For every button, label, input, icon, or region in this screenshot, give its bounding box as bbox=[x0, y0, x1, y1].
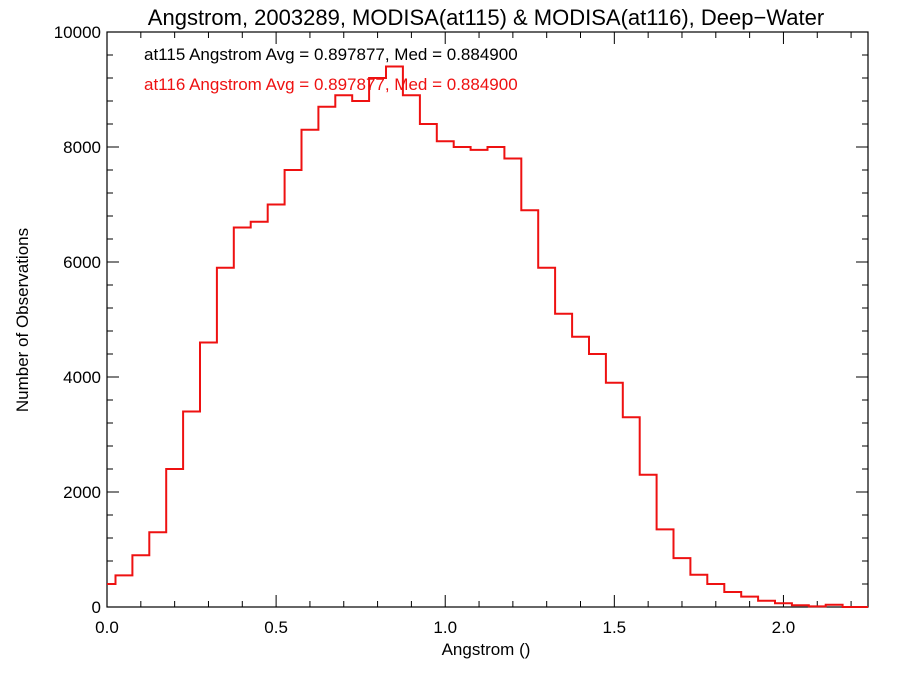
plot-frame bbox=[106, 31, 869, 608]
y-tick-label: 6000 bbox=[63, 253, 101, 272]
y-tick-label: 4000 bbox=[63, 368, 101, 387]
y-axis-label: Number of Observations bbox=[13, 228, 32, 412]
y-tick-label: 2000 bbox=[63, 483, 101, 502]
chart-title: Angstrom, 2003289, MODISA(at115) & MODIS… bbox=[148, 5, 824, 30]
x-axis: 0.0 0.5 1.0 1.5 2.0 bbox=[95, 32, 852, 637]
x-tick-label: 2.0 bbox=[772, 618, 796, 637]
annotation-at115: at115 Angstrom Avg = 0.897877, Med = 0.8… bbox=[144, 45, 518, 64]
series-line-0 bbox=[107, 65, 868, 608]
x-tick-label: 1.5 bbox=[603, 618, 627, 637]
series-layer bbox=[107, 65, 868, 608]
x-axis-label: Angstrom () bbox=[442, 640, 531, 659]
y-tick-label: 10000 bbox=[54, 23, 101, 42]
annotation-at116: at116 Angstrom Avg = 0.897877, Med = 0.8… bbox=[144, 75, 518, 94]
x-tick-label: 0.0 bbox=[95, 618, 119, 637]
y-tick-label: 0 bbox=[92, 598, 101, 617]
y-tick-label: 8000 bbox=[63, 138, 101, 157]
x-tick-label: 0.5 bbox=[264, 618, 288, 637]
y-axis: 0 2000 4000 6000 8000 10000 bbox=[54, 23, 868, 617]
x-tick-label: 1.0 bbox=[433, 618, 457, 637]
